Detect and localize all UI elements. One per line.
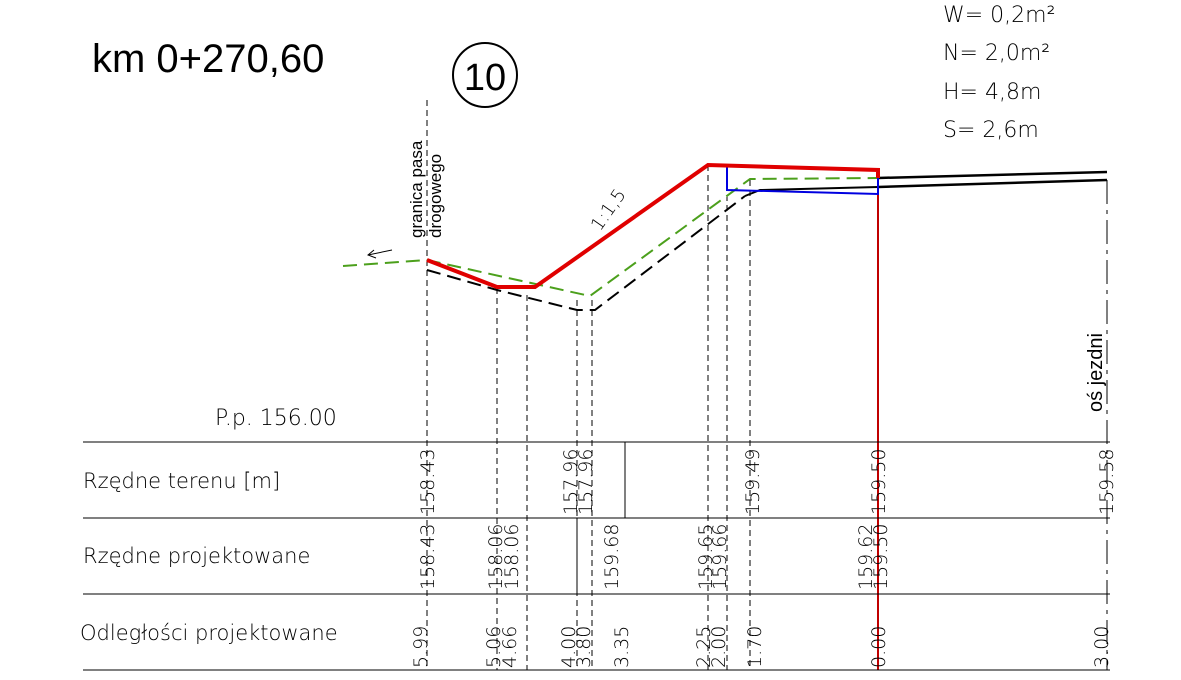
dashed-verticals	[426, 100, 751, 670]
cell-value: 158.43	[417, 449, 439, 515]
parameter: S= 2,6m	[943, 118, 1039, 143]
row-label: Odległości projektowane	[80, 621, 338, 645]
parameter: H= 4,8m	[943, 80, 1041, 105]
design-line	[426, 162, 880, 289]
road-bottom	[877, 178, 1108, 189]
section-circle	[452, 42, 518, 108]
cell-value: 5.99	[410, 626, 432, 668]
parameter: N= 2,0m²	[943, 41, 1050, 66]
section-number: 10	[464, 57, 506, 99]
cell-value: 159.50	[868, 449, 890, 515]
parameter: W= 0,2m²	[943, 3, 1055, 28]
cell-value: 159.58	[1096, 449, 1118, 515]
cell-value: 159.68	[601, 524, 623, 590]
axis-label: oś jezdni	[1085, 333, 1107, 412]
row-labels: Rzędne terenu [m] Rzędne projektowane Od…	[80, 469, 338, 645]
cell-value: 1.70	[744, 626, 766, 668]
cell-value: 0.00	[868, 626, 890, 668]
slope-label: 1:1,5	[587, 185, 631, 235]
cell-value: 2.25	[693, 626, 715, 668]
cell-value: 157.96	[575, 449, 597, 515]
arrow	[367, 249, 393, 256]
cell-value: 158.06	[501, 524, 523, 590]
table-lines	[83, 441, 1110, 671]
row-label: Rzędne terenu [m]	[83, 469, 280, 493]
cell-value: 2.00	[708, 626, 730, 668]
subgrade-line	[426, 195, 746, 311]
cell-value: 158.43	[417, 524, 439, 590]
cell-value: 4.00	[558, 626, 580, 668]
road-top	[877, 170, 1108, 180]
cell-value: 157.96	[560, 449, 582, 515]
cell-value: 159.66	[709, 524, 731, 590]
cell-value: 3.00	[1091, 626, 1113, 668]
parameters: W= 0,2m² N= 2,0m² H= 4,8m S= 2,6m	[943, 3, 1055, 143]
pavement-box	[726, 165, 879, 196]
boundary-label: granica pasa	[407, 140, 426, 238]
reference-level: P.p. 156.00	[215, 406, 337, 431]
cell-value: 4.66	[499, 626, 521, 668]
cell-value: 158.06	[485, 524, 507, 590]
arrow-head	[367, 249, 377, 259]
cell-value: 159.62	[855, 524, 877, 590]
cell-value: 159.49	[742, 449, 764, 515]
title: km 0+270,60	[92, 37, 324, 81]
terrain-line	[342, 177, 879, 298]
cell-value: 159.50	[870, 524, 892, 590]
row-label: Rzędne projektowane	[83, 544, 310, 568]
cell-value: 5.06	[483, 626, 505, 668]
cell-value: 159.65	[695, 524, 717, 590]
cell-value: 3.35	[611, 626, 633, 668]
cell-value: 3.80	[573, 626, 595, 668]
boundary-label: drogowego	[426, 154, 445, 238]
